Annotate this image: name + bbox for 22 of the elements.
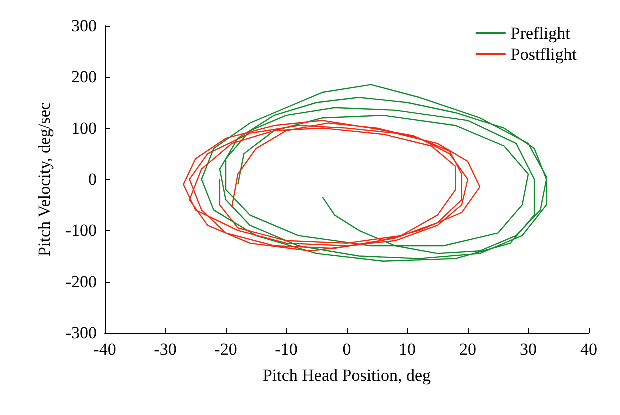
x-tick-label: 0 (342, 340, 352, 359)
x-tick-label: 20 (460, 340, 476, 359)
x-tick-label: 30 (520, 340, 537, 359)
y-tick-label: 200 (72, 68, 97, 87)
y-axis-title: Pitch Velocity, deg/sec (35, 102, 54, 256)
y-tick-label: -100 (66, 221, 97, 240)
x-tick-label: -20 (214, 340, 238, 359)
y-tick-label: -300 (66, 324, 97, 342)
y-tick-label: 100 (72, 118, 97, 138)
x-tick-label: -30 (154, 340, 177, 359)
x-tick-label: -10 (275, 340, 298, 359)
y-tick-label: -200 (66, 272, 97, 292)
x-tick-label: 40 (580, 340, 598, 359)
legend-label: Postflight (510, 45, 578, 64)
line-series (183, 120, 481, 252)
line-series (201, 84, 548, 262)
legend-label: Preflight (510, 24, 571, 43)
x-tick-label: 10 (399, 340, 416, 359)
x-axis-title: Pitch Head Position, deg (262, 366, 432, 385)
x-tick-label: -40 (94, 340, 116, 359)
y-tick-label: 300 (72, 16, 97, 36)
y-tick-label: 0 (88, 170, 97, 189)
